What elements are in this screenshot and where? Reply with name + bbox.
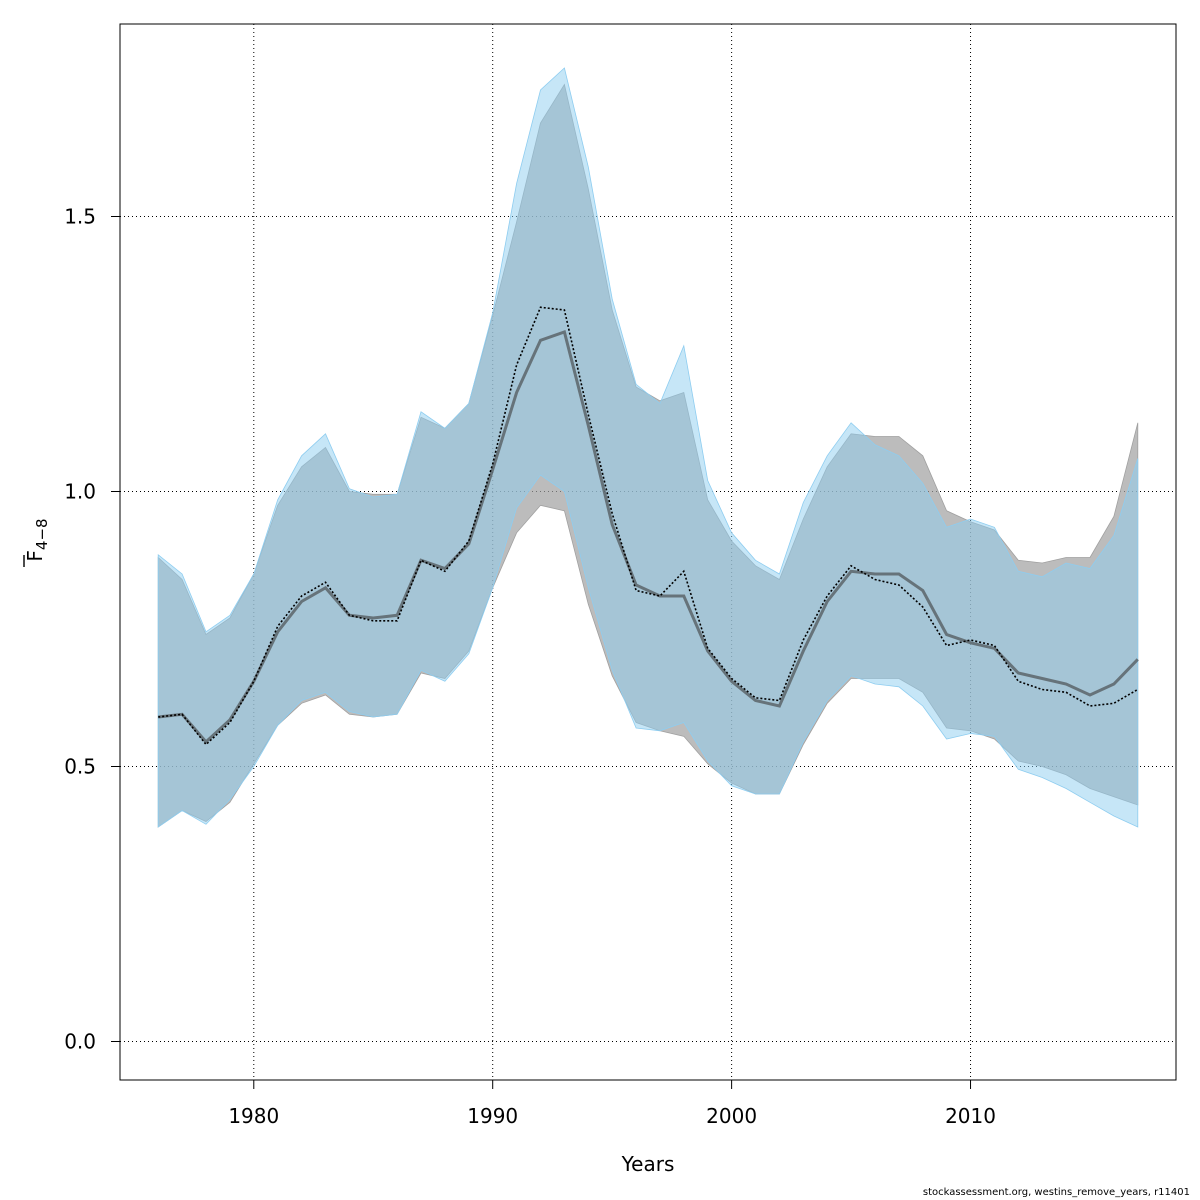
x-tick-label: 1990 [467, 1104, 518, 1128]
axis-ticks: 1980 1990 2000 2010 0.0 0.5 1.0 1.5 [64, 205, 996, 1129]
x-tick-label: 2000 [706, 1104, 757, 1128]
y-tick-label: 1.0 [64, 480, 96, 504]
plot-frame [119, 23, 1177, 1081]
footer-credit: stockassessment.org, westins_remove_year… [922, 1187, 1190, 1198]
x-tick-label: 2010 [945, 1104, 996, 1128]
y-tick-label: 0.0 [64, 1030, 96, 1054]
y-axis-title: F4−8 [23, 518, 51, 567]
y-axis-title-main: F [23, 550, 47, 562]
estimate-lines [158, 306, 1139, 746]
estimate-line-1 [158, 330, 1139, 744]
x-tick-label: 1980 [228, 1104, 279, 1128]
confidence-band-2 [157, 67, 1139, 828]
x-axis-title: Years [621, 1152, 675, 1176]
y-tick-label: 1.5 [64, 205, 96, 229]
confidence-bands [157, 67, 1139, 828]
estimate-line-2 [158, 306, 1139, 746]
y-axis-title-subscript: 4−8 [33, 518, 51, 550]
svg-text:F4−8: F4−8 [23, 518, 51, 561]
y-tick-label: 0.5 [64, 755, 96, 779]
